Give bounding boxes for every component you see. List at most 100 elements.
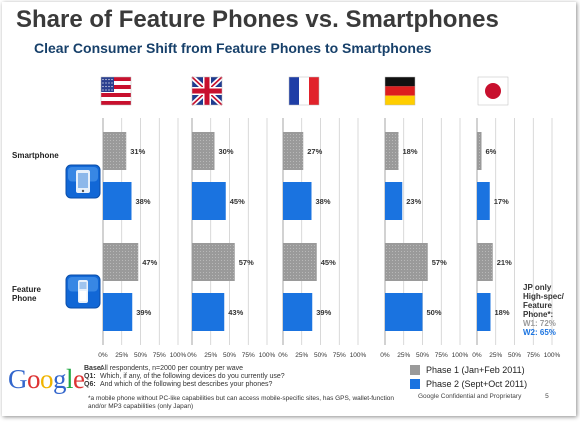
data-label: 21%: [497, 258, 512, 267]
japan-flag-icon: [477, 76, 509, 106]
data-label: 38%: [316, 197, 331, 206]
phone-screen: [78, 173, 88, 188]
flag-star: [111, 82, 113, 84]
bar: [385, 243, 428, 281]
data-label: 50%: [427, 308, 442, 317]
logo-letter: e: [73, 364, 85, 394]
japan-note-line: Phone*:: [523, 310, 553, 319]
data-label: 45%: [230, 197, 245, 206]
data-label: 31%: [130, 147, 145, 156]
page-number: 5: [545, 393, 549, 400]
flag-border: [477, 76, 509, 106]
logo-letter: l: [66, 364, 74, 394]
confidential-text: Google Confidential and Proprietary: [418, 393, 522, 400]
x-tick-label: 100%: [452, 352, 469, 359]
flag-star: [102, 85, 104, 88]
logo-letter: o: [27, 364, 41, 394]
us-flag-icon: [100, 76, 132, 106]
flag-disc: [485, 83, 501, 99]
bar: [192, 132, 215, 170]
x-tick-label: 25%: [115, 352, 128, 359]
legend-phase1: Phase 1 (Jan+Feb 2011): [410, 365, 525, 375]
flag-band-gold: [385, 95, 415, 105]
japan-note-line: High-spec/: [523, 292, 565, 301]
legend-swatch-phase2: [410, 379, 420, 389]
panel-4: [384, 118, 461, 345]
x-tick-label: 25%: [397, 352, 410, 359]
flag-star: [108, 89, 110, 91]
x-tick-label: 50%: [134, 352, 147, 359]
x-tick-label: 75%: [435, 352, 448, 359]
flag-star: [108, 85, 110, 88]
bar: [192, 293, 225, 331]
data-label: 57%: [432, 258, 447, 267]
legend-phase1-label: Phase 1 (Jan+Feb 2011): [426, 365, 525, 375]
page-title: Share of Feature Phones vs. Smartphones: [16, 6, 499, 33]
flag-star: [111, 78, 113, 81]
phone-keys: [79, 291, 87, 301]
japan-note-w2: W2: 65%: [523, 328, 556, 337]
data-label: 39%: [136, 308, 151, 317]
logo-letter: G: [8, 364, 28, 394]
japan-note-line: JP only: [523, 283, 552, 292]
x-tick-label: 0%: [187, 352, 197, 359]
x-tick-label: 75%: [333, 352, 346, 359]
japan-note-w1: W1: 72%: [523, 319, 556, 328]
footer-q1: Q1: Which, if any, of the following devi…: [84, 372, 285, 381]
flag-stripe: [101, 97, 131, 101]
flag-star: [105, 78, 107, 81]
bar: [103, 293, 133, 331]
japan-note-line: Feature: [523, 301, 552, 310]
bar: [192, 182, 226, 220]
flag-star: [102, 78, 104, 81]
flag-star: [105, 85, 107, 88]
bar: [477, 132, 482, 170]
data-label: 57%: [239, 258, 254, 267]
panel-5: [476, 118, 553, 345]
flag-star: [102, 89, 104, 91]
flag-stripe: [101, 81, 131, 85]
row-label-feature: Feature: [12, 285, 41, 294]
x-tick-label: 100%: [350, 352, 367, 359]
row-label-smartphone: Smartphone: [12, 151, 59, 160]
data-label: 38%: [136, 197, 151, 206]
logo-letter: o: [40, 364, 54, 394]
bar: [385, 132, 399, 170]
flag-band-white: [299, 77, 309, 105]
footer-q1-text: Which, if any, of the following devices …: [100, 373, 285, 380]
row-label-phone: Phone: [12, 294, 37, 303]
x-tick-label: 100%: [170, 352, 187, 359]
phone-button: [81, 189, 85, 193]
x-tick-label: 25%: [489, 352, 502, 359]
slide: Share of Feature Phones vs. Smartphones …: [2, 2, 576, 416]
flag-star: [111, 85, 113, 88]
x-tick-label: 25%: [204, 352, 217, 359]
flag-stripe: [101, 93, 131, 97]
flag-star: [108, 78, 110, 81]
x-tick-label: 50%: [508, 352, 521, 359]
footer-base-label: Base:: [84, 365, 104, 372]
bar: [283, 293, 313, 331]
data-label: 43%: [228, 308, 243, 317]
bar: [103, 132, 127, 170]
panel-2: [191, 118, 268, 345]
footer-q6-text: And which of the following best describe…: [100, 381, 273, 388]
data-label: 47%: [142, 258, 157, 267]
page-subtitle: Clear Consumer Shift from Feature Phones…: [34, 40, 432, 56]
x-tick-label: 0%: [380, 352, 390, 359]
legend-phase2-label: Phase 2 (Sept+Oct 2011): [426, 379, 528, 389]
x-tick-label: 75%: [242, 352, 255, 359]
x-tick-label: 50%: [314, 352, 327, 359]
x-tick-label: 0%: [98, 352, 108, 359]
data-label: 30%: [219, 147, 234, 156]
data-label: 27%: [307, 147, 322, 156]
flag-border: [191, 76, 223, 106]
bar: [103, 182, 132, 220]
x-tick-label: 0%: [278, 352, 288, 359]
germany-flag-icon: [384, 76, 416, 106]
data-label: 45%: [321, 258, 336, 267]
uk-flag-icon: [190, 75, 224, 107]
flag-stripe: [101, 89, 131, 93]
bar: [103, 243, 139, 281]
bar: [385, 293, 423, 331]
